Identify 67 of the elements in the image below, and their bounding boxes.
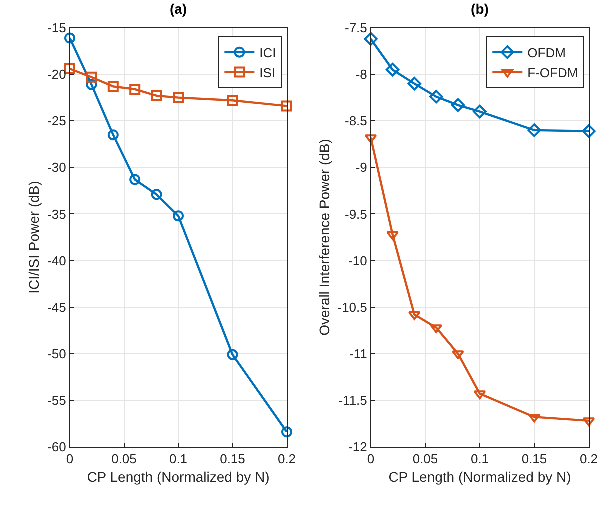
y-tick-label: -40 <box>48 253 66 268</box>
point <box>473 104 487 119</box>
y-tick-label: -7.5 <box>344 20 368 36</box>
y-tick-label: -60 <box>48 440 66 455</box>
y-axis-title: Overall Interference Power (dB) <box>316 139 332 336</box>
point <box>108 130 119 141</box>
point <box>108 81 119 92</box>
y-tick-label: -25 <box>48 114 66 129</box>
point <box>386 63 400 77</box>
y-tick-label: -55 <box>48 392 66 408</box>
y-axis-title: ICI/ISI Power (dB) <box>26 181 42 294</box>
x-axis-title: CP Length (Normalized by N) <box>388 468 572 485</box>
y-tick-label: -11.5 <box>338 392 368 408</box>
y-tick-label: -12 <box>348 440 368 455</box>
x-tick-label: 0.2 <box>278 452 296 467</box>
x-tick-label: 0.05 <box>112 452 137 467</box>
point <box>64 32 76 44</box>
point <box>130 84 141 95</box>
chart-title: (a) <box>170 0 188 17</box>
y-tick-label: -45 <box>48 300 66 315</box>
y-tick-label: -35 <box>48 206 66 222</box>
chart-title: (b) <box>471 0 489 17</box>
y-tick-label: -11 <box>350 346 368 362</box>
point <box>452 350 464 360</box>
y-tick-label: -9 <box>356 160 368 176</box>
y-tick-label: -8 <box>356 67 368 82</box>
legend-label: ISI <box>260 65 276 80</box>
point <box>130 174 141 186</box>
point <box>227 349 238 360</box>
point <box>282 426 292 438</box>
point <box>528 414 541 423</box>
point <box>151 189 162 200</box>
point <box>451 98 466 112</box>
x-tick-label: 0.15 <box>522 452 548 467</box>
point <box>86 72 98 83</box>
x-tick-label: 0.2 <box>580 452 598 467</box>
point <box>86 79 98 90</box>
y-tick-label: -15 <box>48 20 66 36</box>
point <box>386 231 399 240</box>
point <box>173 92 184 104</box>
y-tick-label: -8.5 <box>344 114 368 129</box>
x-tick-label: 0 <box>66 452 74 467</box>
point <box>430 90 444 104</box>
y-tick-label: -9.5 <box>344 206 368 222</box>
y-tick-label: -30 <box>48 160 66 176</box>
point <box>582 124 596 138</box>
x-tick-label: 0.1 <box>169 452 188 467</box>
x-tick-label: 0.15 <box>220 452 246 467</box>
legend-label: F-OFDM <box>528 65 578 80</box>
point <box>227 95 238 106</box>
point <box>408 77 422 91</box>
point <box>528 124 542 138</box>
y-tick-label: -50 <box>48 346 66 362</box>
legend-label: ICI <box>260 45 276 60</box>
y-tick-label: -20 <box>48 67 66 82</box>
x-tick-label: 0.1 <box>470 452 490 467</box>
y-tick-label: -10 <box>348 253 368 268</box>
x-tick-label: 0 <box>367 452 375 467</box>
x-axis-title: CP Length (Normalized by N) <box>87 468 270 485</box>
x-tick-label: 0.05 <box>412 452 438 467</box>
legend-label: OFDM <box>528 45 566 60</box>
point <box>364 32 378 46</box>
y-tick-label: -10.5 <box>338 300 368 315</box>
point <box>282 100 292 112</box>
point <box>173 210 184 222</box>
point <box>64 63 76 74</box>
point <box>151 90 162 102</box>
